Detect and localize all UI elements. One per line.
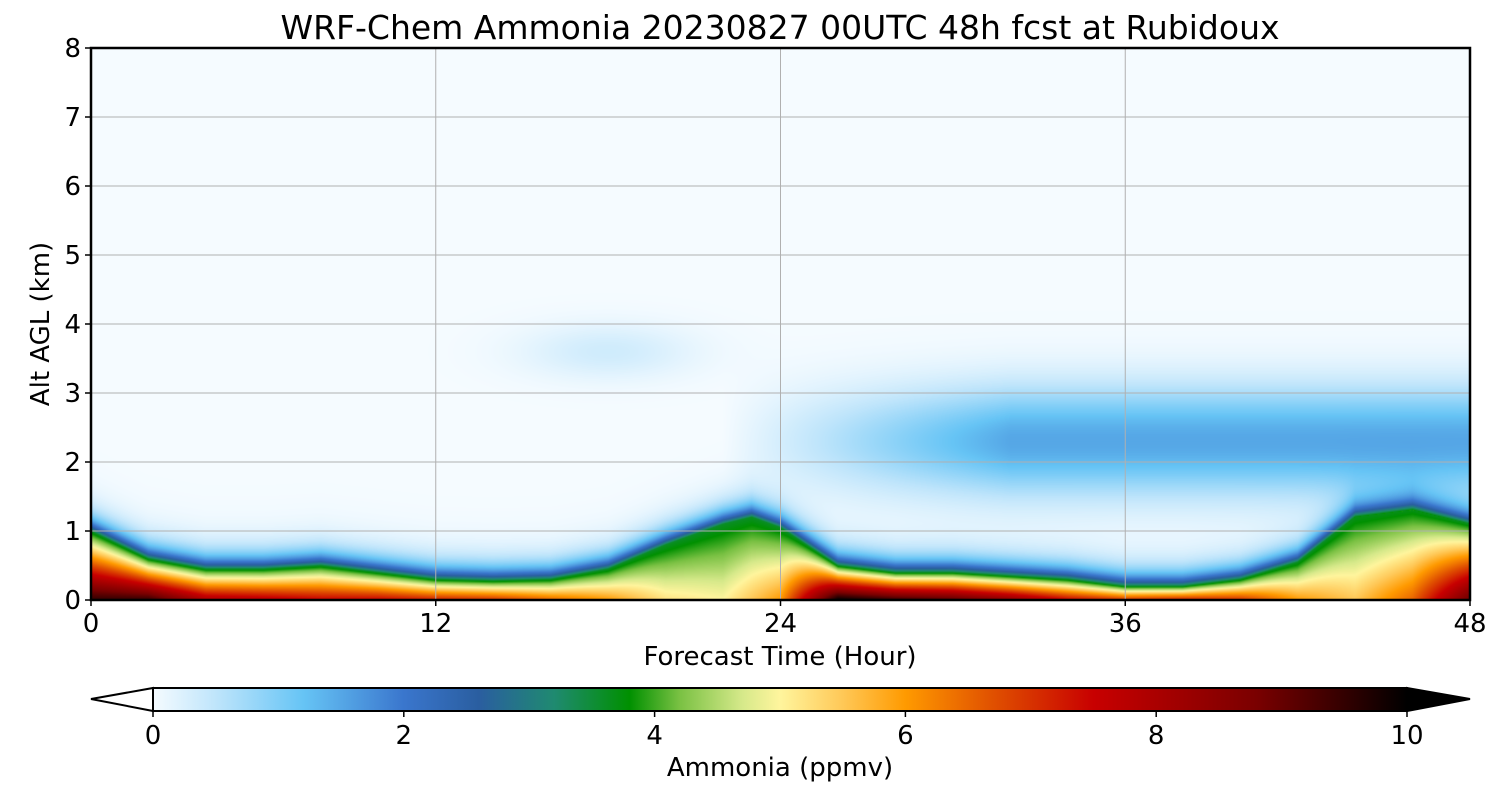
y-tick-label: 4 xyxy=(64,310,81,340)
y-axis-ticks: 0 1 2 3 4 5 6 7 8 xyxy=(64,34,91,616)
y-tick-label: 0 xyxy=(64,586,81,616)
colorbar-label: Ammonia (ppmv) xyxy=(667,753,893,783)
x-tick-label: 36 xyxy=(1109,609,1142,639)
y-tick-label: 3 xyxy=(64,379,81,409)
x-tick-label: 24 xyxy=(764,609,797,639)
y-tick-label: 5 xyxy=(64,241,81,271)
x-tick-label: 48 xyxy=(1453,609,1486,639)
colorbar: 0 2 4 6 8 10 Ammonia (ppmv) xyxy=(90,686,1471,783)
x-tick-label: 12 xyxy=(419,609,452,639)
y-tick-label: 7 xyxy=(64,103,81,133)
y-tick-label: 6 xyxy=(64,172,81,202)
chart-title: WRF-Chem Ammonia 20230827 00UTC 48h fcst… xyxy=(280,8,1279,47)
colorbar-tick-label: 6 xyxy=(897,721,914,751)
y-tick-label: 8 xyxy=(64,34,81,64)
colorbar-body xyxy=(152,687,1408,712)
x-tick-label: 0 xyxy=(83,609,100,639)
colorbar-tick-label: 10 xyxy=(1390,721,1423,751)
colorbar-extend-low xyxy=(90,686,154,713)
colorbar-tick-label: 8 xyxy=(1148,721,1165,751)
colorbar-tick-label: 2 xyxy=(396,721,413,751)
x-axis-label: Forecast Time (Hour) xyxy=(643,642,916,672)
colorbar-ticks: 0 2 4 6 8 10 xyxy=(145,711,1424,751)
y-tick-label: 1 xyxy=(64,517,81,547)
colorbar-extend-high xyxy=(1406,686,1471,713)
plot-area xyxy=(89,46,1472,602)
x-axis-ticks: 0 12 24 36 48 xyxy=(83,600,1487,639)
colorbar-tick-label: 4 xyxy=(646,721,663,751)
y-tick-label: 2 xyxy=(64,448,81,478)
y-axis-label: Alt AGL (km) xyxy=(26,242,56,406)
colorbar-tick-label: 0 xyxy=(145,721,162,751)
